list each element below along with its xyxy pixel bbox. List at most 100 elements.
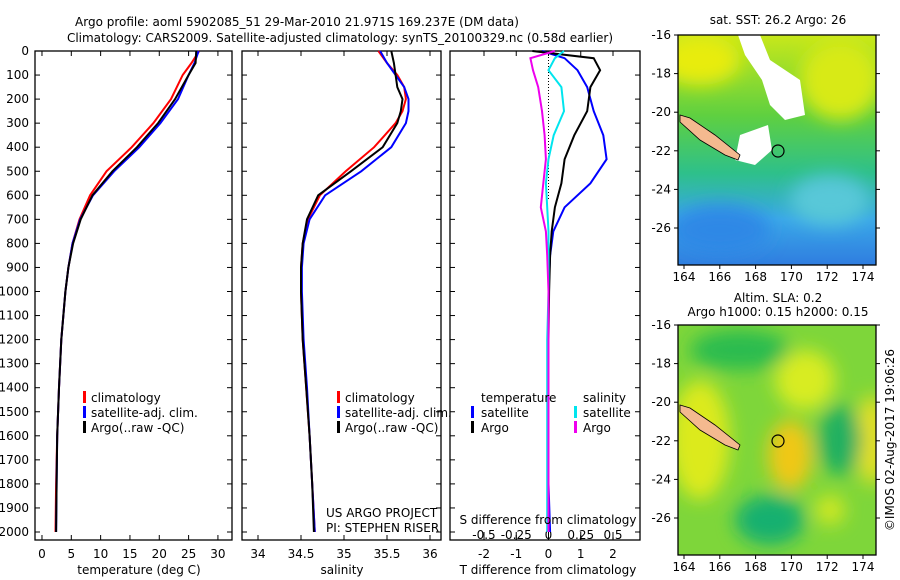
legend-satellite: satellite-adj. clim. [345,406,452,420]
s-difference-axis-label: S difference from climatology [460,513,637,527]
y-tick-label: 900 [6,260,29,274]
legend-swatch-s-argo [574,421,577,433]
copyright: ©IMOS 02-Aug-2017 19:06:26 [883,349,897,531]
x-tick-label: 34.5 [288,547,315,561]
lon-tick-label: 172 [816,560,839,574]
y-tick-label: 1800 [0,477,29,491]
lon-tick-label: 170 [780,560,803,574]
x-tick-label: 30 [210,547,225,561]
y-tick-label: 1000 [0,285,29,299]
x-tick-label: 36 [422,547,437,561]
lon-tick-label: 172 [816,270,839,284]
x-tick-label: 0 [38,547,46,561]
legend-swatch-t-argo [471,421,474,433]
y-tick-label: 1900 [0,501,29,515]
legend-swatch-t-satellite [471,406,474,418]
legend-swatch-climatology [83,391,86,403]
x-tick-label: 10 [93,547,108,561]
new-caledonia-land [679,404,741,451]
y-tick-label: 400 [6,140,29,154]
y-tick-label: 2000 [0,525,29,539]
y-tick-label: 500 [6,164,29,178]
cloud-mask [735,125,772,165]
series-salinity-satellite [544,50,566,532]
sst-map [678,35,876,265]
lat-tick-label: -16 [651,28,671,42]
x-tick-label: 34 [250,547,265,561]
y-tick-label: 1500 [0,405,29,419]
legend-swatch-argo [83,421,86,433]
temperature-legend: climatology satellite-adj. clim. Argo(..… [83,391,198,435]
difference-panel: -2 -1 0 1 2 -0.5 -0.25 0 0.25 0.5 [449,50,641,561]
pi-label: PI: STEPHEN RISER [326,521,439,535]
y-tick-label: 800 [6,236,29,250]
x-tick-label: 1 [577,547,585,561]
lat-tick-label: -26 [651,221,671,235]
float-position-marker [771,434,785,448]
legend-satellite: satellite-adj. clim. [91,406,198,420]
lat-tick-label: -24 [651,472,671,486]
x-tick-label: 2 [609,547,617,561]
series-salinity-argo [529,50,556,532]
new-caledonia-land [679,114,741,161]
title-line-1: Argo profile: aoml 5902085_51 29-Mar-201… [75,15,519,29]
legend-swatch-satellite [83,406,86,418]
y-tick-label: 0 [21,44,29,58]
y-tick-label: 700 [6,212,29,226]
legend-temperature-heading: temperature [481,391,556,405]
sla-map-title-1: Altim. SLA: 0.2 [734,291,822,305]
temperature-axis-label: temperature (deg C) [77,563,200,577]
lat-tick-label: -26 [651,511,671,525]
sla-map-frame [677,324,877,556]
legend-s-satellite: satellite [583,406,631,420]
lon-tick-label: 168 [744,560,767,574]
x-tick-label: 5 [67,547,75,561]
sst-map-title: sat. SST: 26.2 Argo: 26 [710,13,847,27]
lon-tick-label: 164 [673,560,696,574]
legend-climatology: climatology [91,391,161,405]
legend-swatch-satellite [337,406,340,418]
series-satellite-adj-clim [55,50,200,533]
panel-frame [241,50,442,541]
difference-legend: temperature salinity satellite Argo sate… [471,391,631,435]
legend-swatch-s-satellite [574,406,577,418]
legend-argo: Argo(..raw -QC) [345,421,438,435]
s-tick-label: 0.25 [567,528,594,542]
legend-climatology: climatology [345,391,415,405]
salinity-legend: climatology satellite-adj. clim. Argo(..… [337,391,452,435]
series-climatology [54,50,201,533]
x-tick-label: 0 [545,547,553,561]
x-tick-label: -2 [478,547,490,561]
x-tick-label: 35.5 [374,547,401,561]
y-tick-label: 200 [6,92,29,106]
x-tick-label: 15 [122,547,137,561]
y-tick-label: 600 [6,188,29,202]
series-argo-raw-qc [55,50,198,533]
sla-map-title-2: Argo h1000: 0.15 h2000: 0.15 [688,305,869,319]
legend-salinity-heading: salinity [583,391,626,405]
y-tick-label: 1100 [0,309,29,323]
x-tick-label: -1 [510,547,522,561]
title-line-2: Climatology: CARS2009. Satellite-adjuste… [67,31,613,45]
s-tick-label: -0.5 [472,528,495,542]
y-tick-label: 100 [6,68,29,82]
lon-tick-label: 166 [708,560,731,574]
lat-tick-label: -24 [651,182,671,196]
series-argo-raw-qc [300,50,404,533]
sla-map [678,325,876,555]
panel-frame [449,50,641,541]
legend-swatch-argo [337,421,340,433]
project-label: US ARGO PROJECT [326,506,438,520]
legend-t-argo: Argo [481,421,509,435]
series-temperature-satellite [541,50,608,533]
lat-tick-label: -18 [651,67,671,81]
lon-tick-label: 164 [673,270,696,284]
lat-tick-label: -20 [651,395,671,409]
panel-frame [34,50,233,541]
float-position-marker [771,144,785,158]
x-tick-label: 35 [336,547,351,561]
lat-tick-label: -20 [651,105,671,119]
series-climatology [300,50,407,533]
s-tick-label: 0.5 [603,528,622,542]
